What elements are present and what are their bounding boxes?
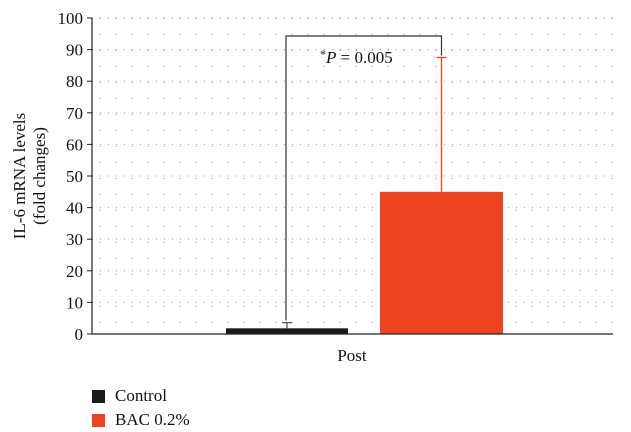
legend-item-bac: BAC 0.2% bbox=[92, 408, 190, 432]
legend-label-control: Control bbox=[115, 386, 167, 405]
y-axis-title-line1: IL-6 mRNA levels bbox=[10, 113, 29, 240]
p-value-star: * bbox=[320, 47, 326, 61]
y-tick-label: 50 bbox=[66, 167, 83, 186]
y-tick-label: 10 bbox=[66, 293, 83, 312]
y-tick-label: 0 bbox=[75, 325, 84, 344]
chart: 0 10 20 30 40 50 60 70 80 90 100 Post IL-6 mRNA le… bbox=[10, 9, 613, 365]
p-value-symbol: P bbox=[325, 48, 336, 67]
bar-bac bbox=[380, 191, 503, 334]
y-axis-ticks: 0 10 20 30 40 50 60 70 80 90 100 bbox=[58, 9, 92, 344]
legend-label-bac: BAC 0.2% bbox=[115, 410, 190, 429]
y-tick-label: 40 bbox=[66, 199, 83, 218]
legend: Control BAC 0.2% bbox=[92, 384, 190, 432]
legend-swatch-bac bbox=[92, 413, 105, 427]
y-axis-title-line2: (fold changes) bbox=[30, 127, 49, 225]
bars bbox=[226, 191, 503, 334]
bracket-line bbox=[285, 35, 443, 321]
bar-control bbox=[226, 328, 348, 334]
y-tick-label: 90 bbox=[66, 41, 83, 60]
y-tick-label: 30 bbox=[66, 230, 83, 249]
significance-bracket bbox=[285, 35, 443, 321]
p-value-annotation: *P = 0.005 bbox=[320, 47, 393, 67]
y-tick-label: 80 bbox=[66, 72, 83, 91]
x-tick-label: Post bbox=[337, 346, 367, 365]
legend-swatch-control bbox=[92, 389, 105, 403]
y-tick-label: 60 bbox=[66, 135, 83, 154]
y-tick-label: 100 bbox=[58, 9, 84, 28]
legend-item-control: Control bbox=[92, 384, 190, 408]
error-bars bbox=[282, 56, 447, 329]
y-tick-label: 70 bbox=[66, 104, 83, 123]
p-value-text: = 0.005 bbox=[336, 48, 392, 67]
y-tick-label: 20 bbox=[66, 262, 83, 281]
